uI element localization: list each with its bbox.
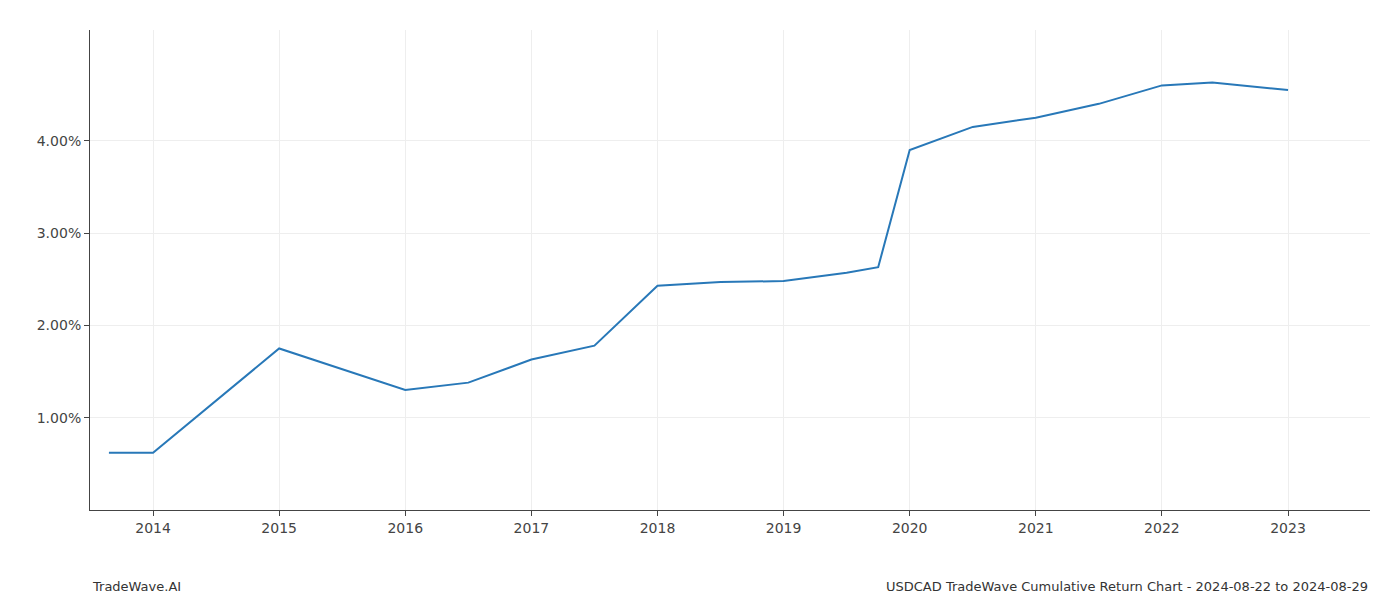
svg-text:2014: 2014: [135, 520, 171, 536]
svg-text:2023: 2023: [1270, 520, 1306, 536]
svg-text:1.00%: 1.00%: [37, 410, 81, 426]
svg-text:2022: 2022: [1144, 520, 1180, 536]
svg-text:2015: 2015: [261, 520, 297, 536]
svg-text:3.00%: 3.00%: [37, 225, 81, 241]
svg-text:2.00%: 2.00%: [37, 317, 81, 333]
svg-text:USDCAD TradeWave Cumulative Re: USDCAD TradeWave Cumulative Return Chart…: [886, 579, 1368, 594]
svg-text:2017: 2017: [514, 520, 550, 536]
svg-text:2018: 2018: [640, 520, 676, 536]
svg-text:2021: 2021: [1018, 520, 1054, 536]
svg-text:TradeWave.AI: TradeWave.AI: [92, 579, 181, 594]
svg-text:2020: 2020: [892, 520, 928, 536]
svg-text:4.00%: 4.00%: [37, 133, 81, 149]
svg-text:2019: 2019: [766, 520, 802, 536]
svg-text:2016: 2016: [387, 520, 423, 536]
